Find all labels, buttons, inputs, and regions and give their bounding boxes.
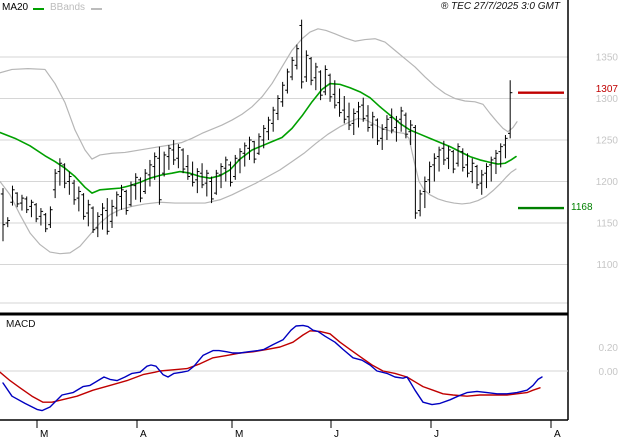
- price-tick-label: 1200: [596, 177, 619, 188]
- legend-ma20-label: MA20: [2, 2, 29, 13]
- ohlc-bars-layer: [0, 19, 513, 242]
- macd-tick-label: 0.00: [599, 367, 619, 378]
- copyright-stamp: ® TEC 27/7/2025 3:0 GMT: [440, 1, 560, 12]
- legend-ma20-dash-icon: [33, 8, 44, 10]
- month-label: M: [40, 429, 48, 440]
- macd-line: [2, 324, 543, 412]
- month-label: A: [554, 429, 561, 440]
- bollinger-lower-band: [0, 117, 517, 255]
- price-tick-label: 1300: [596, 94, 619, 105]
- month-label: J: [434, 429, 439, 440]
- price-tick-label: 1100: [596, 260, 618, 271]
- month-label: M: [235, 429, 243, 440]
- resistance-level-label: 1307: [595, 84, 618, 95]
- price-tick-label: 1150: [596, 219, 618, 230]
- legend-bbands-label: BBands: [50, 2, 86, 13]
- bollinger-upper-band: [0, 28, 518, 160]
- macd-tick-label: 0.20: [599, 343, 619, 354]
- price-tick-label: 1350: [596, 53, 619, 64]
- month-label: J: [334, 429, 339, 440]
- month-label: A: [140, 429, 147, 440]
- macd-panel-label: MACD: [6, 319, 36, 330]
- legend-bbands-dash-icon: [91, 8, 102, 10]
- price-tick-label: 1250: [596, 136, 619, 147]
- support-level-label: 1168: [571, 202, 593, 213]
- macd-signal-line: [0, 330, 541, 403]
